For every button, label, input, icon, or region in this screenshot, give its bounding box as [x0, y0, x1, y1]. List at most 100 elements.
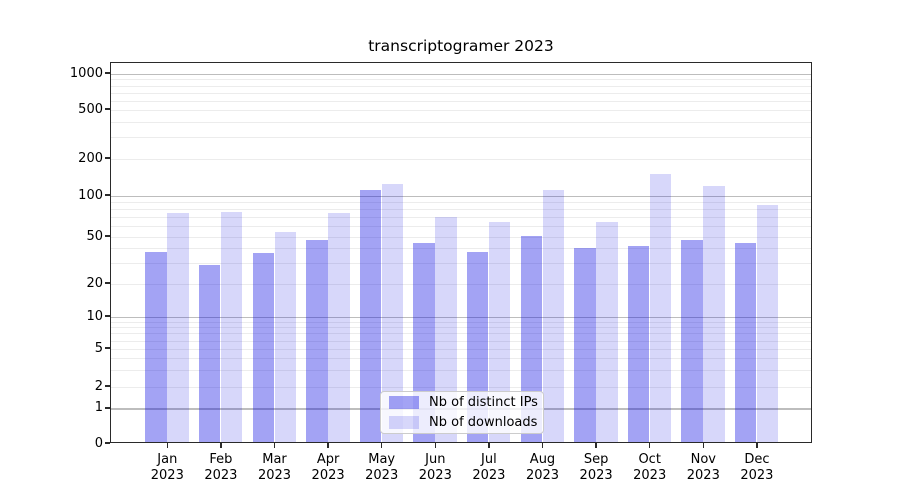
bar-distinct-ips [574, 247, 596, 442]
y-tick-label: 500 [78, 101, 103, 117]
gridline-minor [111, 327, 811, 329]
y-tick-label: 50 [86, 228, 103, 244]
y-tick-label: 20 [86, 275, 103, 291]
x-tick-mark [327, 443, 329, 448]
x-tick-mark [541, 443, 544, 448]
gridline-minor [111, 209, 811, 211]
bar-distinct-ips [359, 189, 382, 442]
gridline-minor [111, 370, 811, 372]
x-tick-label: Nov 2023 [686, 452, 720, 483]
bar-downloads [649, 174, 672, 442]
bar-downloads [435, 216, 457, 442]
x-tick-label: May 2023 [365, 452, 399, 483]
gridline-minor [111, 387, 811, 388]
y-tick-mark [105, 407, 110, 409]
y-tick-mark [105, 157, 110, 159]
legend-item-distinct-ips: Nb of distinct IPs [389, 394, 538, 410]
y-tick-label: 5 [94, 340, 103, 356]
gridline-major [111, 73, 811, 75]
bar-downloads [703, 186, 725, 442]
y-tick-mark [105, 108, 110, 110]
x-tick-mark [595, 443, 597, 448]
gridline-minor [111, 248, 811, 250]
y-tick-mark [105, 315, 110, 317]
x-tick-label: Dec 2023 [740, 452, 774, 483]
x-tick-mark [756, 443, 758, 448]
gridline-minor [111, 349, 811, 351]
gridline-minor [111, 202, 811, 204]
gridline-major [111, 316, 811, 318]
bar-downloads [274, 231, 296, 442]
y-tick-mark [105, 442, 110, 444]
bar-downloads [167, 213, 189, 442]
bar-distinct-ips [681, 240, 703, 442]
y-tick-mark [105, 72, 110, 74]
x-tick-mark [648, 443, 651, 448]
legend-label-distinct-ips: Nb of distinct IPs [429, 394, 538, 410]
gridline-minor [111, 226, 811, 228]
bar-distinct-ips [734, 242, 757, 442]
gridline-minor [111, 100, 811, 102]
gridline-minor [111, 92, 811, 94]
y-tick-mark [105, 385, 110, 387]
gridline-minor [111, 333, 811, 335]
legend-swatch-distinct-ips [389, 396, 419, 409]
x-tick-mark [380, 443, 383, 448]
plot-area [110, 62, 812, 443]
x-tick-label: Sep 2023 [579, 452, 613, 483]
x-tick-label: Oct 2023 [633, 452, 667, 483]
gridline-minor [111, 79, 811, 81]
legend: Nb of distinct IPs Nb of downloads [380, 391, 544, 434]
x-tick-label: Jun 2023 [418, 452, 452, 483]
x-tick-mark [220, 443, 222, 448]
gridline-minor [111, 110, 811, 111]
y-tick-label: 0 [94, 435, 103, 451]
y-tick-label: 2 [94, 378, 103, 394]
y-tick-label: 100 [78, 187, 103, 203]
legend-label-downloads: Nb of downloads [429, 414, 538, 430]
gridline-minor [111, 263, 811, 265]
gridline-minor [111, 217, 811, 219]
y-tick-mark [105, 235, 110, 237]
x-tick-mark [702, 443, 705, 448]
x-tick-mark [434, 443, 437, 448]
bar-downloads [381, 184, 404, 442]
bar-downloads [542, 189, 564, 442]
bar-distinct-ips [145, 251, 167, 442]
y-tick-mark [105, 194, 110, 196]
x-tick-label: Apr 2023 [311, 452, 345, 483]
gridline-minor [111, 121, 811, 123]
x-tick-mark [166, 443, 169, 448]
chart-title: transcriptogramer 2023 [368, 37, 554, 55]
legend-swatch-downloads [389, 416, 419, 429]
bar-distinct-ips [520, 236, 542, 442]
x-tick-label: Aug 2023 [525, 452, 560, 483]
gridline-minor [111, 137, 811, 139]
bar-downloads [756, 205, 779, 442]
x-tick-mark [488, 443, 490, 448]
gridline-minor [111, 237, 811, 238]
bar-downloads [596, 222, 618, 442]
bar-distinct-ips [198, 264, 221, 442]
y-axis: 0 1 2 5 10 20 50 100 200 500 1000 [0, 62, 103, 451]
gridline-minor [111, 159, 811, 160]
y-tick-label: 200 [78, 150, 103, 166]
x-tick-mark [273, 443, 276, 448]
gridline-minor [111, 340, 811, 342]
y-tick-mark [105, 347, 110, 349]
y-tick-label: 1 [94, 400, 103, 416]
bar-downloads [328, 213, 350, 442]
gridline-major [111, 195, 811, 197]
bar-distinct-ips [306, 240, 328, 442]
x-tick-label: Jul 2023 [472, 452, 506, 483]
gridline-minor [111, 85, 811, 87]
y-tick-label: 1000 [69, 65, 103, 81]
gridline-minor [111, 321, 811, 323]
x-tick-label: Jan 2023 [150, 452, 184, 483]
x-tick-label: Mar 2023 [257, 452, 292, 483]
bar-distinct-ips [627, 246, 650, 442]
x-tick-label: Feb 2023 [204, 452, 238, 483]
bar-distinct-ips [252, 253, 274, 442]
legend-item-downloads: Nb of downloads [389, 414, 538, 430]
